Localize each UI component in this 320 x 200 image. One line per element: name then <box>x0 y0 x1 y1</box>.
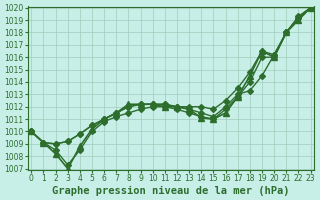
X-axis label: Graphe pression niveau de la mer (hPa): Graphe pression niveau de la mer (hPa) <box>52 186 290 196</box>
